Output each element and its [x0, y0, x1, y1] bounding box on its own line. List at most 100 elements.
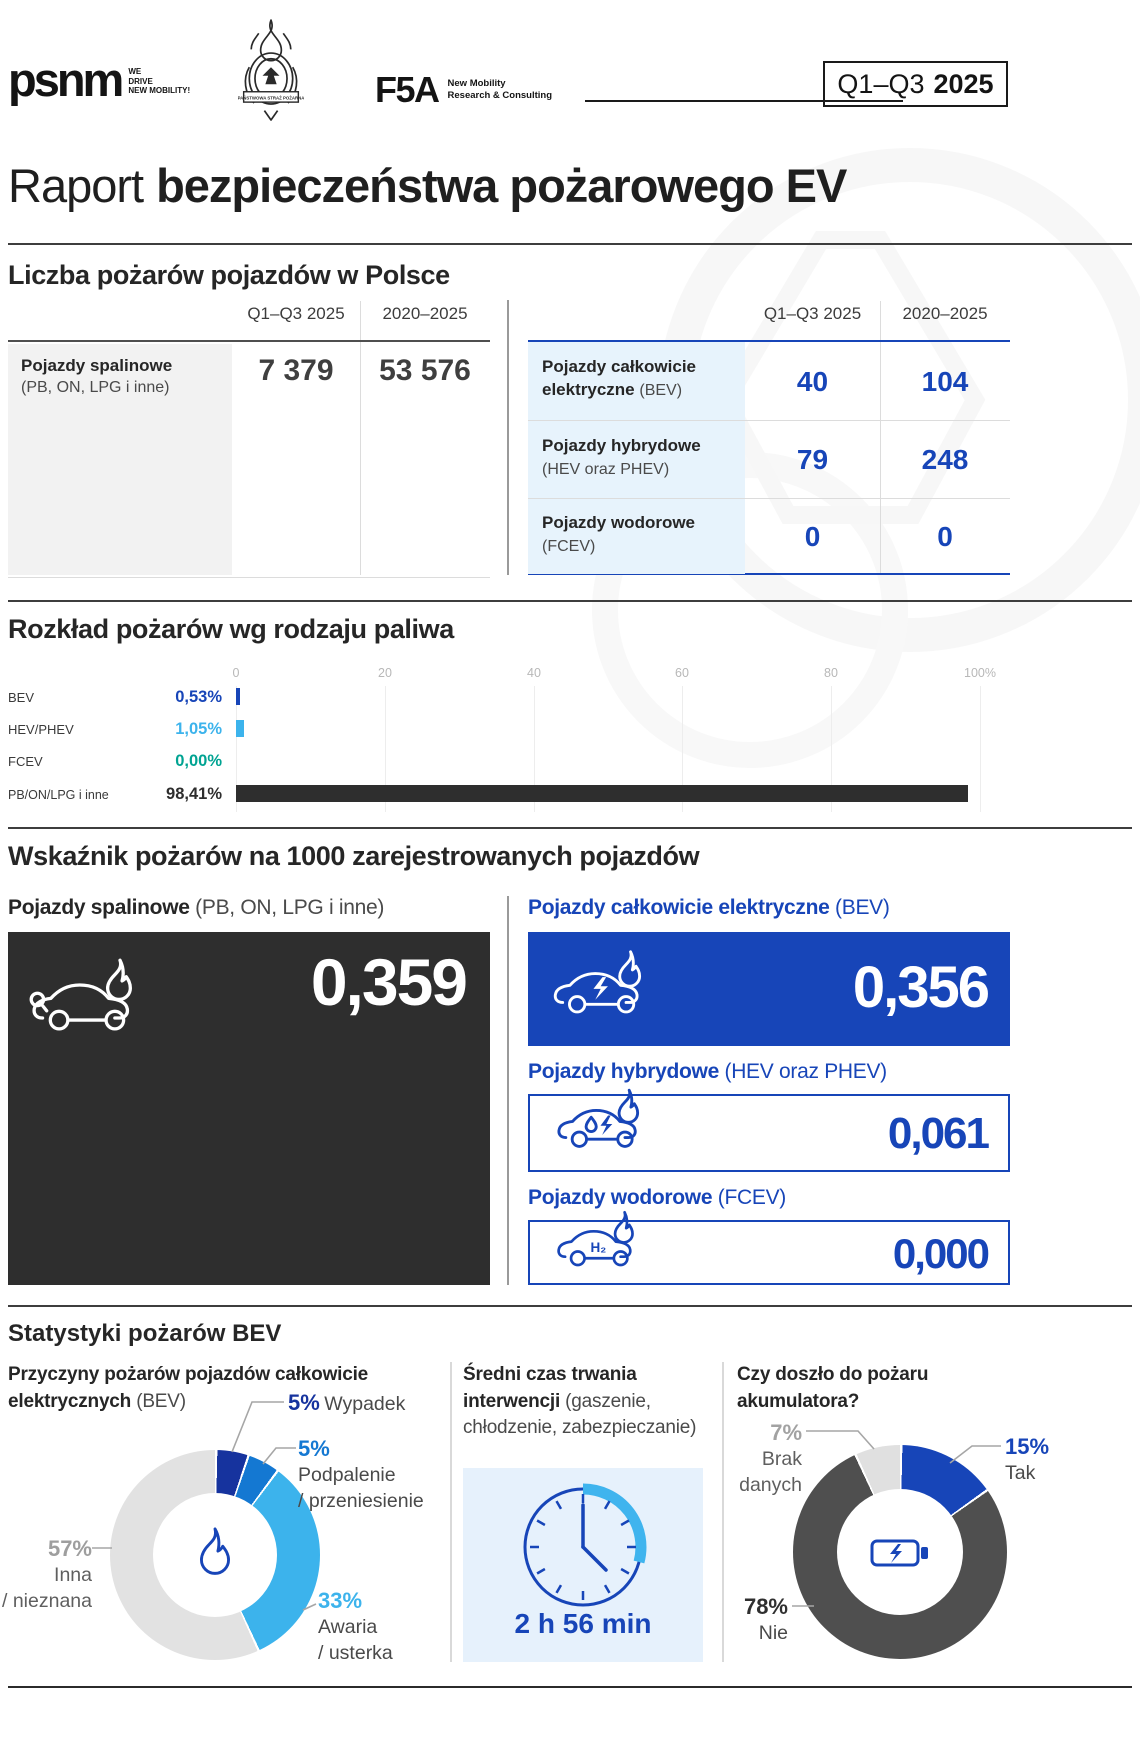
badge-year: 2025	[933, 68, 994, 99]
col-header-total: 2020–2025	[902, 304, 988, 323]
rate-fcev-note: (FCEV)	[717, 1186, 787, 1209]
row-label-note: (PB, ON, LPG i inne)	[21, 379, 170, 396]
period-badge: Q1–Q3 2025	[823, 61, 1008, 107]
cell-value: 0	[804, 521, 821, 552]
burning-bev-car-icon	[553, 950, 642, 1014]
rate-fcev-heading: Pojazdy wodorowe (FCEV)	[528, 1186, 787, 1209]
section-divider	[8, 1305, 1132, 1307]
psnm-tagline-line: DRIVE	[128, 76, 153, 86]
column-divider	[507, 896, 509, 1285]
pie-label-name: Podpalenie	[298, 1464, 396, 1486]
intervention-value: 2 h 56 min	[514, 1608, 652, 1639]
crest-ribbon-label: PAŃSTWOWA STRAŻ POŻARNA	[238, 95, 304, 100]
row-label-cell: Pojazdy hybrydowe (HEV oraz PHEV)	[528, 421, 745, 498]
psnm-tagline-line: WE	[128, 67, 142, 76]
gridline	[980, 686, 981, 812]
row-label-note: (BEV)	[639, 382, 683, 399]
rate-heading: Wskaźnik pożarów na 1000 zarejestrowanyc…	[8, 841, 700, 871]
cell-value: 79	[796, 444, 829, 475]
row-label: Pojazdy hybrydowe (HEV oraz PHEV)	[542, 436, 701, 478]
psnm-wordmark: psnm	[8, 53, 124, 106]
fuel-heading: Rozkład pożarów wg rodzaju paliwa	[8, 614, 454, 644]
pie-label-pct: 15%	[1005, 1434, 1050, 1459]
fuel-bar	[236, 688, 240, 705]
pie-label-name: Awaria	[318, 1616, 378, 1638]
section-divider	[8, 827, 1132, 829]
fuel-bar	[236, 785, 969, 802]
page-title-bold: bezpieczeństwa pożarowego EV	[156, 159, 847, 212]
pie-label-pct: 57%	[47, 1536, 92, 1561]
rate-ice-note: (PB, ON, LPG i inne)	[195, 896, 385, 919]
leader-lines	[92, 1401, 1001, 1611]
rate-ice-card: 0,359	[8, 932, 490, 1285]
fuel-category: PB/ON/LPG i inne	[8, 788, 109, 802]
axis-tick: 100%	[964, 666, 996, 680]
pie-label-name: Tak	[1005, 1462, 1036, 1484]
rate-fcev-card: H₂ 0,000	[528, 1210, 1010, 1285]
pie-label-tak: 15% Tak	[1005, 1434, 1049, 1486]
causes-donut-chart	[110, 1450, 320, 1660]
axis-tick: 60	[675, 666, 689, 680]
fire-service-crest-icon: PAŃSTWOWA STRAŻ POŻARNA	[238, 19, 304, 121]
pie-label-name: / usterka	[318, 1642, 393, 1664]
column-divider	[450, 1362, 452, 1662]
row-separator	[528, 420, 1010, 421]
flame-icon	[200, 1527, 230, 1575]
pie-label-name: / przeniesienie	[298, 1490, 424, 1512]
page-title-light: Raport	[8, 159, 144, 212]
burning-hybrid-car-icon	[557, 1088, 640, 1148]
fires-heading: Liczba pożarów pojazdów w Polsce	[8, 260, 450, 290]
f5a-wordmark: F5A	[375, 69, 440, 110]
f5a-logo: F5A New Mobility Research & Consulting	[375, 72, 552, 108]
pie-label-inna: 57% Inna / nieznana	[0, 1536, 92, 1614]
cell-value: 104	[921, 366, 969, 397]
row-label-note: (HEV oraz PHEV)	[542, 461, 670, 478]
cell-value: 7 379	[258, 354, 334, 387]
rate-hybrid-card: 0,061	[528, 1088, 1010, 1172]
intervention-heading-note: (gaszenie, chłodzenie, zabezpieczanie)	[463, 1390, 697, 1439]
fuel-bar	[236, 720, 244, 737]
col-header-total: 2020–2025	[382, 304, 468, 323]
rate-bev-heading: Pojazdy całkowicie elektryczne (BEV)	[528, 896, 890, 919]
pie-label-pct: 5%	[298, 1436, 330, 1461]
burning-hydrogen-car-icon: H₂	[557, 1210, 634, 1267]
section-divider	[8, 243, 1132, 245]
burning-ice-car-icon	[29, 958, 132, 1031]
pie-label-name: Wypadek	[324, 1393, 406, 1415]
pie-label-pct: 5%	[288, 1390, 320, 1415]
f5a-tagline-line: New Mobility	[447, 78, 506, 89]
causes-heading-note: (BEV)	[136, 1390, 186, 1412]
psnm-tagline-line: NEW MOBILITY!	[128, 86, 191, 95]
gridline	[236, 686, 237, 812]
table-row: Pojazdy wodorowe (FCEV) 0 0	[528, 499, 1010, 574]
gridline	[385, 686, 386, 812]
table-row: Pojazdy hybrydowe (HEV oraz PHEV) 79 248	[528, 421, 1010, 498]
axis-tick: 20	[378, 666, 392, 680]
fuel-value: 0,00%	[175, 752, 222, 770]
cell-value: 0	[937, 521, 953, 552]
pie-label-nie: 78% Nie	[688, 1594, 788, 1646]
battery-icon	[870, 1539, 928, 1567]
column-separator	[880, 301, 881, 575]
row-label: Pojazdy wodorowe (FCEV)	[542, 513, 696, 555]
rate-bev-card: 0,356	[528, 932, 1010, 1046]
rate-hybrid-heading: Pojazdy hybrydowe (HEV oraz PHEV)	[528, 1060, 887, 1083]
axis-tick: 40	[527, 666, 541, 680]
pie-label-name: / nieznana	[2, 1590, 92, 1612]
rate-ice-heading: Pojazdy spalinowe (PB, ON, LPG i inne)	[8, 896, 385, 919]
pie-label-brak-danych: 7% Brak danych	[702, 1420, 802, 1498]
intervention-panel: 2 h 56 min	[463, 1468, 703, 1662]
psnm-logo: psnm WE DRIVE NEW MOBILITY!	[8, 53, 191, 106]
column-separator	[360, 301, 361, 575]
axis-tick: 80	[824, 666, 838, 680]
f5a-tagline-line: Research & Consulting	[447, 89, 553, 101]
rate-bev-value: 0,356	[852, 955, 990, 1020]
pie-label-name: Nie	[758, 1622, 788, 1644]
pie-label-wypadek: 5% Wypadek	[288, 1390, 405, 1417]
gridline	[831, 686, 832, 812]
rate-bev-note: (BEV)	[835, 896, 890, 919]
pie-label-name: Inna	[54, 1564, 92, 1586]
intervention-heading: Średni czas trwania interwencji (gaszeni…	[463, 1364, 697, 1439]
pie-label-pct: 7%	[770, 1420, 802, 1445]
row-label: Pojazdy całkowicie elektryczne (BEV)	[542, 357, 697, 399]
